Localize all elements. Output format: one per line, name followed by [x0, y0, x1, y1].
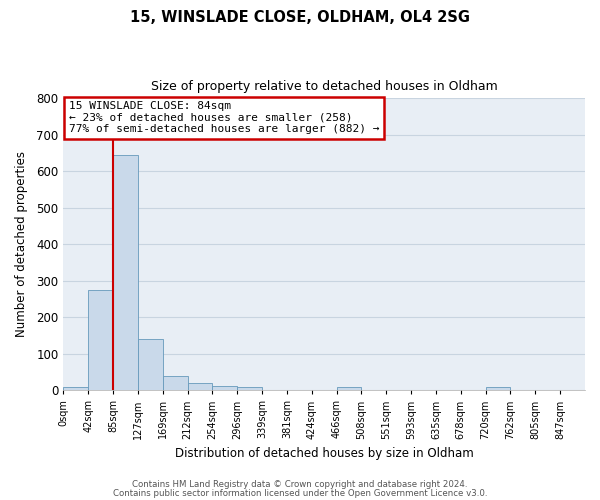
Bar — [138, 339, 163, 390]
Bar — [113, 155, 138, 390]
Bar — [64, 388, 88, 390]
Bar — [337, 386, 361, 390]
Bar — [212, 386, 237, 390]
Text: Contains public sector information licensed under the Open Government Licence v3: Contains public sector information licen… — [113, 488, 487, 498]
Bar — [163, 376, 188, 390]
Y-axis label: Number of detached properties: Number of detached properties — [15, 152, 28, 338]
Bar — [485, 388, 511, 390]
Bar — [237, 386, 262, 390]
Bar — [88, 290, 113, 390]
Bar — [188, 383, 212, 390]
Text: 15, WINSLADE CLOSE, OLDHAM, OL4 2SG: 15, WINSLADE CLOSE, OLDHAM, OL4 2SG — [130, 10, 470, 25]
Title: Size of property relative to detached houses in Oldham: Size of property relative to detached ho… — [151, 80, 497, 93]
Text: 15 WINSLADE CLOSE: 84sqm
← 23% of detached houses are smaller (258)
77% of semi-: 15 WINSLADE CLOSE: 84sqm ← 23% of detach… — [68, 102, 379, 134]
X-axis label: Distribution of detached houses by size in Oldham: Distribution of detached houses by size … — [175, 447, 473, 460]
Text: Contains HM Land Registry data © Crown copyright and database right 2024.: Contains HM Land Registry data © Crown c… — [132, 480, 468, 489]
